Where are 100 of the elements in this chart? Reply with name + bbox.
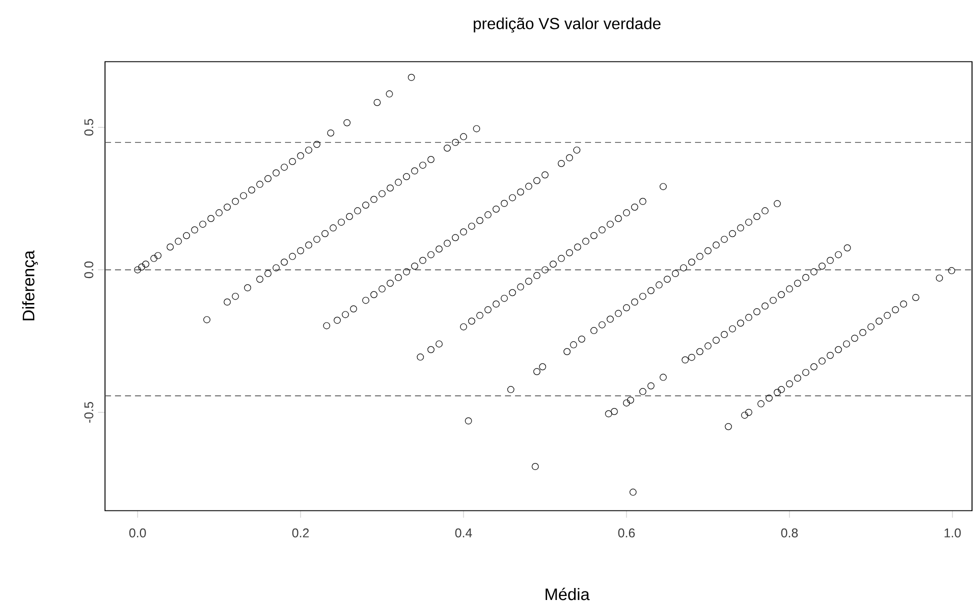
point [728, 325, 736, 332]
point [507, 386, 514, 394]
point [573, 146, 580, 154]
point [305, 242, 312, 249]
point [191, 226, 198, 234]
point [656, 281, 663, 288]
point [720, 331, 728, 338]
point [876, 318, 883, 325]
point [354, 207, 362, 214]
point [174, 238, 182, 245]
point [664, 276, 671, 283]
point [737, 224, 744, 232]
point [778, 291, 785, 298]
point [639, 388, 646, 396]
point [688, 354, 696, 361]
point [199, 220, 206, 228]
point [936, 274, 943, 282]
point [378, 190, 386, 198]
point [322, 230, 329, 238]
point [826, 352, 834, 359]
point [224, 204, 231, 211]
point [590, 232, 598, 240]
point [614, 310, 622, 317]
point [517, 188, 524, 196]
point [297, 152, 304, 160]
point [757, 400, 764, 408]
y-tick-label: -0.5 [84, 402, 94, 423]
point [182, 232, 190, 240]
point [672, 270, 679, 278]
point [142, 260, 150, 268]
point [166, 244, 174, 251]
point [248, 186, 256, 194]
point [574, 244, 582, 251]
point [900, 300, 908, 308]
point [138, 263, 146, 270]
point [203, 316, 210, 324]
point [394, 274, 402, 282]
point [452, 138, 459, 146]
point [704, 247, 712, 254]
point [476, 312, 484, 319]
point [232, 292, 239, 300]
y-tick-label: 0.0 [84, 262, 94, 278]
point [614, 215, 622, 222]
point [476, 217, 484, 224]
point [558, 160, 565, 167]
point [256, 276, 264, 283]
point [631, 204, 638, 211]
point [623, 209, 630, 216]
x-tick-label: 1.0 [944, 528, 961, 538]
point [264, 270, 272, 278]
point [427, 346, 434, 354]
point [525, 182, 532, 190]
point [578, 336, 586, 343]
point [533, 177, 540, 184]
point [344, 119, 351, 126]
point [623, 304, 630, 312]
point [134, 266, 142, 274]
point [411, 167, 418, 174]
point [508, 289, 516, 296]
point [533, 272, 540, 280]
point [436, 246, 443, 253]
point [532, 463, 539, 470]
point [327, 129, 334, 136]
point [416, 354, 424, 361]
point [598, 226, 606, 234]
point [745, 218, 752, 226]
point [682, 356, 689, 364]
point [696, 252, 704, 260]
point [288, 158, 296, 165]
point [411, 262, 418, 270]
point [468, 222, 476, 230]
point [688, 258, 696, 266]
chart-title: predição VS valor verdade [474, 18, 661, 32]
point [492, 300, 500, 308]
point [542, 266, 549, 274]
point [280, 164, 288, 171]
point [460, 133, 468, 140]
point [623, 399, 630, 406]
point [786, 380, 793, 388]
point [394, 178, 402, 186]
point [207, 215, 214, 222]
point [680, 264, 688, 272]
x-tick-label: 0.0 [129, 528, 146, 538]
point [766, 394, 773, 402]
point [582, 238, 590, 245]
point [834, 251, 842, 258]
point [362, 202, 370, 209]
point [330, 224, 337, 232]
point [419, 256, 426, 264]
point [724, 423, 732, 430]
point [660, 183, 667, 190]
point [550, 260, 557, 268]
point [468, 318, 476, 325]
x-tick-label: 0.4 [455, 528, 472, 538]
point [216, 209, 223, 216]
point [350, 305, 358, 312]
point [272, 169, 280, 176]
point [542, 171, 549, 178]
point [280, 258, 288, 266]
point [460, 323, 468, 330]
